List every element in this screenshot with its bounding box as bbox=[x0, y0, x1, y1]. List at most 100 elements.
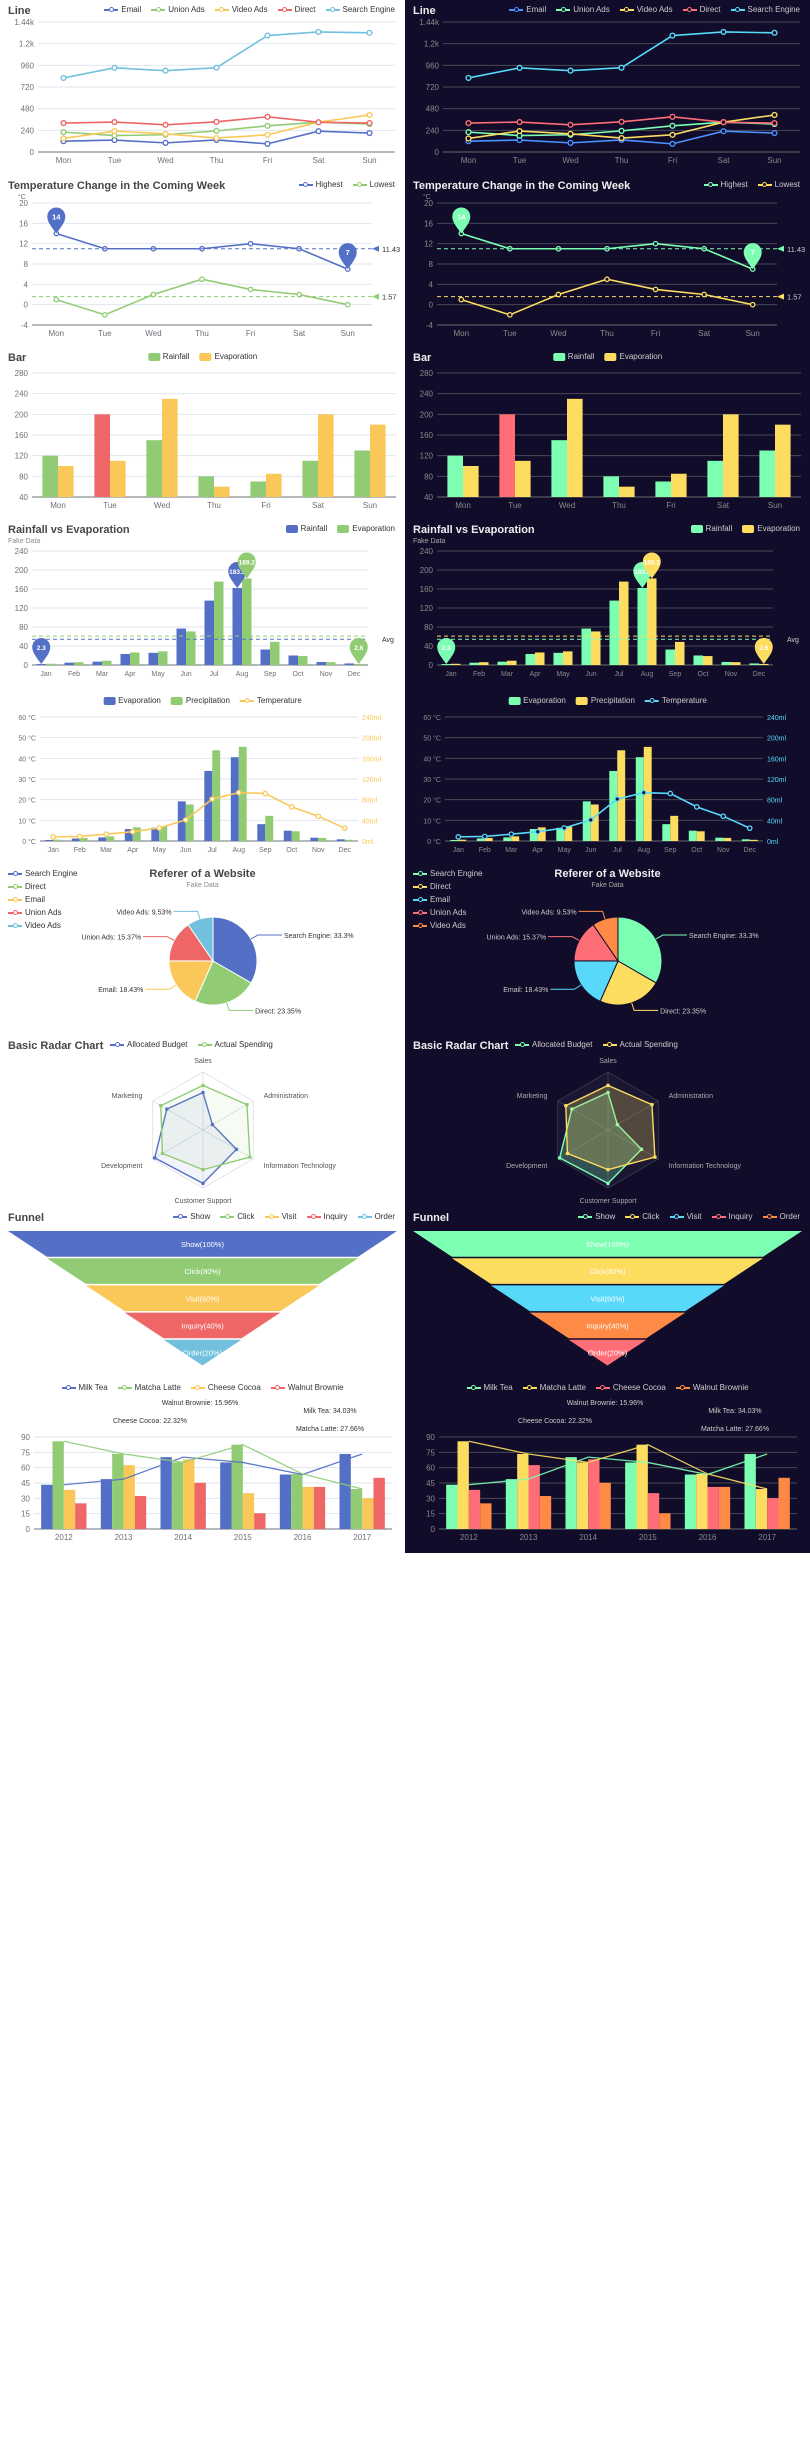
legend-item[interactable]: Click bbox=[625, 1212, 660, 1221]
legend-item[interactable]: Precipitation bbox=[170, 696, 230, 705]
legend-item[interactable]: Evaporation bbox=[508, 696, 566, 705]
legend-item[interactable]: Video Ads bbox=[8, 921, 61, 930]
legend-item[interactable]: Allocated Budget bbox=[110, 1040, 188, 1049]
legend-item[interactable]: Actual Spending bbox=[602, 1040, 678, 1049]
svg-text:120: 120 bbox=[15, 604, 29, 613]
legend-item[interactable]: Email bbox=[509, 5, 546, 14]
mixed-chart-canvas: 0 °C 10 °C 20 °C 30 °C 40 °C 50 °C 60 °C 0ml 40m… bbox=[423, 714, 786, 854]
svg-text:10 °C: 10 °C bbox=[18, 817, 36, 825]
legend-item[interactable]: Evaporation bbox=[103, 696, 161, 705]
legend-item[interactable]: Direct bbox=[682, 5, 721, 14]
legend-item[interactable]: Search Engine bbox=[8, 869, 77, 878]
legend-item[interactable]: Video Ads bbox=[214, 5, 268, 14]
legend-item[interactable]: Lowest bbox=[757, 180, 800, 189]
legend-item[interactable]: Highest bbox=[298, 180, 343, 189]
legend-item[interactable]: Order bbox=[762, 1212, 800, 1221]
legend-item[interactable]: Union Ads bbox=[151, 5, 205, 14]
legend-item[interactable]: Matcha Latte bbox=[117, 1383, 181, 1392]
legend-item[interactable]: Visit bbox=[264, 1212, 297, 1221]
legend-item[interactable]: Email bbox=[104, 5, 141, 14]
legend-item[interactable]: Search Engine bbox=[325, 5, 395, 14]
bar-marker-icon bbox=[103, 696, 116, 705]
legend-item[interactable]: Walnut Brownie bbox=[270, 1383, 344, 1392]
svg-text:Milk Tea: 34.03%: Milk Tea: 34.03% bbox=[303, 1408, 356, 1415]
legend-item[interactable]: Order bbox=[357, 1212, 395, 1221]
row-rainfall-evaporation: Rainfall vs Evaporation Fake Data Rainfa… bbox=[0, 519, 810, 691]
drinks-chart-canvas: 0 15 30 45 60 75 90 2012 2013 2014 2015 2016 2017 Wal… bbox=[21, 1400, 392, 1542]
svg-text:189.2: 189.2 bbox=[239, 559, 256, 566]
line-marker-icon bbox=[413, 909, 427, 917]
svg-text:2013: 2013 bbox=[115, 1533, 133, 1542]
line-marker-icon bbox=[357, 1213, 372, 1221]
legend-item[interactable]: Milk Tea bbox=[61, 1383, 108, 1392]
svg-text:Show(100%): Show(100%) bbox=[586, 1240, 629, 1249]
legend-item[interactable]: Matcha Latte bbox=[522, 1383, 586, 1392]
legend-item[interactable]: Evaporation bbox=[742, 524, 800, 533]
chart-pie-dark: Referer of a Website Fake Data Search En… bbox=[405, 863, 810, 1035]
line-marker-icon bbox=[703, 181, 718, 189]
svg-text:2014: 2014 bbox=[174, 1533, 192, 1542]
legend-item[interactable]: Search Engine bbox=[730, 5, 800, 14]
svg-text:Video Ads: 9.53%: Video Ads: 9.53% bbox=[116, 909, 171, 916]
legend-item[interactable]: Click bbox=[220, 1212, 255, 1221]
legend-item[interactable]: Visit bbox=[669, 1212, 702, 1221]
legend: Allocated Budget Actual Spending bbox=[515, 1040, 678, 1049]
legend-item[interactable]: Evaporation bbox=[337, 524, 395, 533]
legend-item[interactable]: Rainfall bbox=[690, 524, 732, 533]
svg-text:2.3: 2.3 bbox=[37, 645, 46, 652]
legend-item[interactable]: Precipitation bbox=[575, 696, 635, 705]
svg-text:-4: -4 bbox=[21, 321, 29, 330]
legend-item[interactable]: Milk Tea bbox=[466, 1383, 513, 1392]
legend-item[interactable]: Email bbox=[8, 895, 45, 904]
legend-item[interactable]: Union Ads bbox=[8, 908, 61, 917]
legend-item[interactable]: Video Ads bbox=[413, 921, 466, 930]
legend-item[interactable]: Temperature bbox=[644, 696, 707, 705]
svg-text:°C: °C bbox=[18, 193, 26, 201]
svg-text:50 °C: 50 °C bbox=[423, 735, 441, 743]
legend-item[interactable]: Union Ads bbox=[413, 908, 466, 917]
legend-item[interactable]: Inquiry bbox=[711, 1212, 753, 1221]
chart-subtitle: Fake Data bbox=[8, 538, 41, 545]
legend-item[interactable]: Cheese Cocoa bbox=[595, 1383, 666, 1392]
legend-item[interactable]: Evaporation bbox=[199, 352, 257, 361]
legend: Rainfall Evaporation bbox=[552, 352, 662, 361]
legend-item[interactable]: Lowest bbox=[352, 180, 395, 189]
chart-subtitle: Fake Data bbox=[591, 882, 624, 889]
legend-item[interactable]: Direct bbox=[413, 882, 451, 891]
legend-item[interactable]: Walnut Brownie bbox=[675, 1383, 749, 1392]
svg-text:16: 16 bbox=[19, 219, 28, 228]
legend-item[interactable]: Email bbox=[413, 895, 450, 904]
legend-item[interactable]: Show bbox=[578, 1212, 615, 1221]
svg-text:240ml: 240ml bbox=[362, 715, 382, 722]
svg-text:2012: 2012 bbox=[55, 1533, 73, 1542]
svg-text:120ml: 120ml bbox=[362, 777, 382, 784]
legend-item[interactable]: Video Ads bbox=[619, 5, 673, 14]
svg-text:Sun: Sun bbox=[341, 329, 355, 338]
legend-item[interactable]: Rainfall bbox=[552, 352, 594, 361]
svg-text:75: 75 bbox=[426, 1448, 435, 1457]
legend-item[interactable]: Inquiry bbox=[306, 1212, 348, 1221]
svg-text:Mon: Mon bbox=[455, 501, 471, 510]
svg-text:Customer Support: Customer Support bbox=[580, 1198, 637, 1205]
legend-item[interactable]: Temperature bbox=[239, 696, 302, 705]
legend-item[interactable]: Cheese Cocoa bbox=[190, 1383, 261, 1392]
svg-text:Feb: Feb bbox=[74, 847, 86, 854]
svg-text:Tue: Tue bbox=[503, 329, 517, 338]
svg-text:Fri: Fri bbox=[668, 156, 678, 165]
legend-item[interactable]: Show bbox=[173, 1212, 210, 1221]
svg-text:0: 0 bbox=[435, 148, 440, 157]
legend-item[interactable]: Rainfall bbox=[147, 352, 189, 361]
legend-item[interactable]: Allocated Budget bbox=[515, 1040, 593, 1049]
legend-item[interactable]: Search Engine bbox=[413, 869, 482, 878]
chart-line-light: Line Email Union Ads Video Ads Direct Se… bbox=[0, 0, 405, 175]
svg-text:12: 12 bbox=[424, 240, 433, 249]
legend-item[interactable]: Evaporation bbox=[604, 352, 662, 361]
legend-item[interactable]: Direct bbox=[8, 882, 46, 891]
svg-text:0: 0 bbox=[429, 301, 434, 310]
legend-item[interactable]: Direct bbox=[277, 5, 316, 14]
legend-item[interactable]: Rainfall bbox=[285, 524, 327, 533]
legend-item[interactable]: Union Ads bbox=[556, 5, 610, 14]
legend-item[interactable]: Actual Spending bbox=[197, 1040, 273, 1049]
legend-item[interactable]: Highest bbox=[703, 180, 748, 189]
legend: Rainfall Evaporation bbox=[147, 352, 257, 361]
